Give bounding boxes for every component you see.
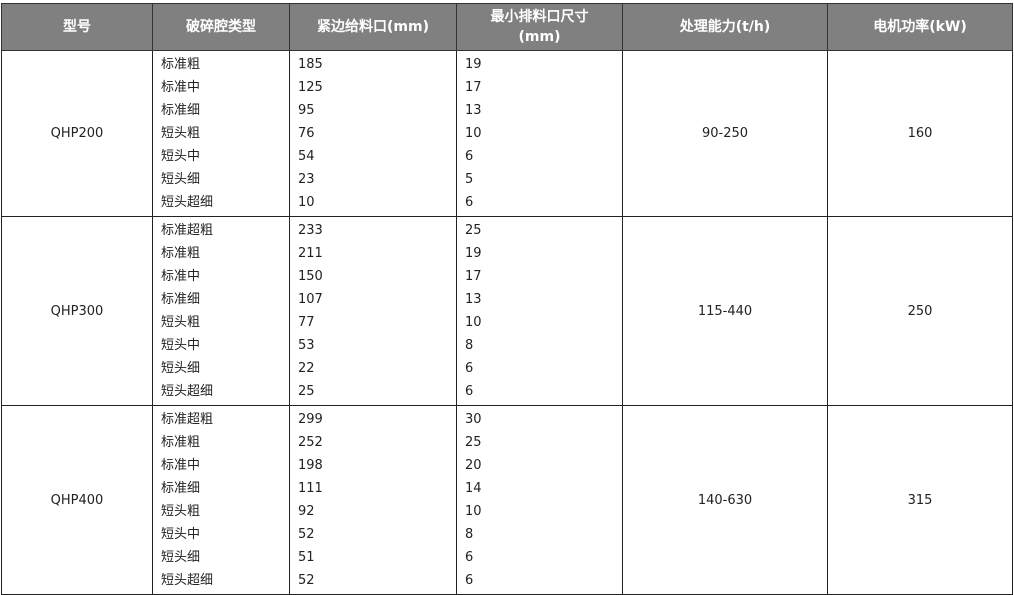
feed-opening-cell-item: 111 xyxy=(298,481,323,496)
feed-opening-cell: 299 252 198 111 92 52 51 52 xyxy=(289,405,457,595)
table-row: QHP300 标准超粗 标准粗 标准中 标准细 短头粗 短头中 短头细 短头超细 233 211 15… xyxy=(1,216,1013,406)
feed-opening-cell-item: 53 xyxy=(298,338,315,353)
feed-opening-cell-item: 52 xyxy=(298,527,315,542)
cavity-type-cell-item: 标准中 xyxy=(161,269,201,284)
feed-opening-cell-item: 25 xyxy=(298,384,315,399)
cavity-type-cell-item: 短头细 xyxy=(161,550,201,565)
feed-opening-cell-item: 198 xyxy=(298,458,323,473)
feed-opening-cell-item: 77 xyxy=(298,315,315,330)
capacity-cell: 90-250 xyxy=(622,50,828,217)
feed-opening-cell-item: 54 xyxy=(298,149,315,164)
cavity-type-cell-item: 标准细 xyxy=(161,481,201,496)
model-cell: QHP400 xyxy=(1,405,153,595)
header-cavity-type: 破碎腔类型 xyxy=(152,3,290,51)
min-discharge-cell-item: 6 xyxy=(465,149,474,164)
feed-opening-cell-item: 76 xyxy=(298,126,315,141)
feed-opening-cell-item: 252 xyxy=(298,435,323,450)
feed-opening-cell-item: 22 xyxy=(298,361,315,376)
cavity-type-cell-item: 短头中 xyxy=(161,149,201,164)
cavity-type-cell-item: 短头粗 xyxy=(161,315,201,330)
cavity-type-cell: 标准超粗标准粗标准中标准细短头粗短头中短头细短头超细 xyxy=(152,405,290,595)
cavity-type-cell-item: 标准细 xyxy=(161,292,201,307)
min-discharge-cell-item: 13 xyxy=(465,292,482,307)
cavity-type-cell-item: 短头超细 xyxy=(161,384,214,399)
min-discharge-cell-item: 10 xyxy=(465,315,482,330)
min-discharge-cell-item: 30 xyxy=(465,412,482,427)
min-discharge-cell-item: 19 xyxy=(465,246,482,261)
feed-opening-cell-item: 125 xyxy=(298,80,323,95)
cavity-type-cell: 标准超粗标准粗标准中标准细短头粗短头中短头细短头超细 xyxy=(152,216,290,406)
capacity-cell: 115-440 xyxy=(622,216,828,406)
header-capacity: 处理能力(t/h) xyxy=(622,3,828,51)
header-min-discharge-label: 最小排料口尺寸(mm) xyxy=(490,9,589,45)
feed-opening-cell-item: 51 xyxy=(298,550,315,565)
feed-opening-cell-item: 185 xyxy=(298,57,323,72)
model-cell: QHP200 xyxy=(1,50,153,217)
cavity-type-cell-item: 短头中 xyxy=(161,338,201,353)
feed-opening-cell: 233 211 150 107 77 53 22 25 xyxy=(289,216,457,406)
motor-power-cell: 160 xyxy=(827,50,1013,217)
motor-power-cell: 250 xyxy=(827,216,1013,406)
feed-opening-cell-item: 52 xyxy=(298,573,315,588)
min-discharge-cell-item: 20 xyxy=(465,458,482,473)
cavity-type-cell: 标准粗标准中标准细短头粗短头中短头细短头超细 xyxy=(152,50,290,217)
min-discharge-cell-item: 8 xyxy=(465,338,474,353)
feed-opening-cell-item: 92 xyxy=(298,504,315,519)
min-discharge-cell-item: 25 xyxy=(465,223,482,238)
table-row: QHP400 标准超粗 标准粗 标准中 标准细 短头粗 短头中 短头细 短头超细 299 252 19… xyxy=(1,405,1013,595)
capacity-cell: 140-630 xyxy=(622,405,828,595)
min-discharge-cell-item: 6 xyxy=(465,550,474,565)
cavity-type-cell-item: 标准超粗 xyxy=(161,223,214,238)
table-row: QHP200 标准粗 标准中 标准细 短头粗 短头中 短头细 短头超细 185 125 95 76 54… xyxy=(1,50,1013,217)
min-discharge-cell-item: 17 xyxy=(465,269,482,284)
cavity-type-cell-item: 短头粗 xyxy=(161,126,201,141)
motor-power-cell: 315 xyxy=(827,405,1013,595)
cavity-type-cell-item: 标准粗 xyxy=(161,246,201,261)
min-discharge-cell: 25 19 17 13 10 8 6 6 xyxy=(456,216,623,406)
min-discharge-cell-item: 8 xyxy=(465,527,474,542)
cavity-type-cell-item: 短头细 xyxy=(161,172,201,187)
min-discharge-cell-item: 13 xyxy=(465,103,482,118)
min-discharge-cell-item: 17 xyxy=(465,80,482,95)
min-discharge-cell-item: 10 xyxy=(465,126,482,141)
min-discharge-cell-item: 10 xyxy=(465,504,482,519)
cavity-type-cell-item: 短头细 xyxy=(161,361,201,376)
header-feed-opening: 紧边给料口(mm) xyxy=(289,3,457,51)
cavity-type-cell-item: 标准粗 xyxy=(161,57,201,72)
min-discharge-cell-item: 14 xyxy=(465,481,482,496)
min-discharge-cell-item: 6 xyxy=(465,195,474,210)
feed-opening-cell-item: 150 xyxy=(298,269,323,284)
header-min-discharge: 最小排料口尺寸(mm) xyxy=(456,3,623,51)
min-discharge-cell-item: 5 xyxy=(465,172,474,187)
cavity-type-cell-item: 标准中 xyxy=(161,80,201,95)
cavity-type-cell-item: 标准粗 xyxy=(161,435,201,450)
feed-opening-cell-item: 211 xyxy=(298,246,323,261)
feed-opening-cell: 185 125 95 76 54 23 10 xyxy=(289,50,457,217)
cavity-type-cell-item: 短头中 xyxy=(161,527,201,542)
model-cell: QHP300 xyxy=(1,216,153,406)
feed-opening-cell-item: 107 xyxy=(298,292,323,307)
feed-opening-cell-item: 95 xyxy=(298,103,315,118)
cavity-type-cell-item: 短头超细 xyxy=(161,195,214,210)
header-motor-power: 电机功率(kW) xyxy=(827,3,1013,51)
cavity-type-cell-item: 短头超细 xyxy=(161,573,214,588)
min-discharge-cell-item: 6 xyxy=(465,573,474,588)
feed-opening-cell-item: 23 xyxy=(298,172,315,187)
cavity-type-cell-item: 标准中 xyxy=(161,458,201,473)
cavity-type-cell-item: 短头粗 xyxy=(161,504,201,519)
min-discharge-cell-item: 19 xyxy=(465,57,482,72)
feed-opening-cell-item: 10 xyxy=(298,195,315,210)
min-discharge-cell-item: 25 xyxy=(465,435,482,450)
header-model: 型号 xyxy=(1,3,153,51)
min-discharge-cell: 30 25 20 14 10 8 6 6 xyxy=(456,405,623,595)
min-discharge-cell-item: 6 xyxy=(465,384,474,399)
feed-opening-cell-item: 233 xyxy=(298,223,323,238)
cavity-type-cell-item: 标准细 xyxy=(161,103,201,118)
min-discharge-cell-item: 6 xyxy=(465,361,474,376)
cavity-type-cell-item: 标准超粗 xyxy=(161,412,214,427)
header-row: 型号 破碎腔类型 紧边给料口(mm) 最小排料口尺寸(mm) 处理能力(t/h)… xyxy=(1,3,1013,51)
min-discharge-cell: 19 17 13 10 6 5 6 xyxy=(456,50,623,217)
spec-table: 型号 破碎腔类型 紧边给料口(mm) 最小排料口尺寸(mm) 处理能力(t/h)… xyxy=(1,3,1013,595)
feed-opening-cell-item: 299 xyxy=(298,412,323,427)
